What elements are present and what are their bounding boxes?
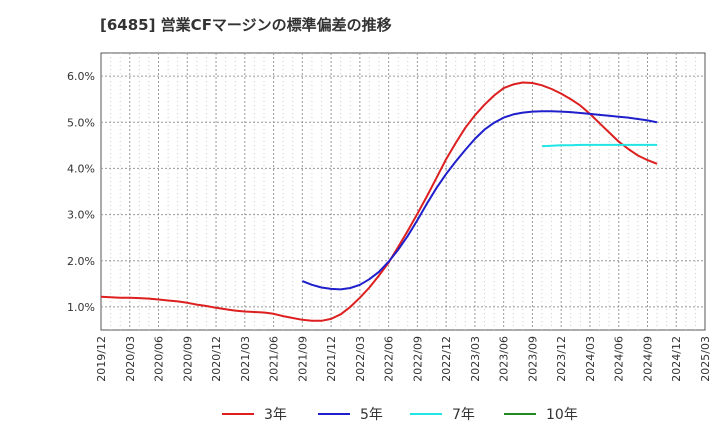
x-tick-label: 2020/09 [181, 336, 194, 382]
x-tick-label: 2023/09 [526, 336, 539, 382]
legend-label-1: 3年 [264, 407, 287, 423]
chart-title: [6485] 営業CFマージンの標準偏差の推移 [100, 16, 392, 34]
series-line-2 [301, 110, 658, 291]
x-tick-label: 2022/03 [354, 336, 367, 382]
legend-label-3: 7年 [452, 407, 475, 423]
x-tick-label: 2019/12 [95, 336, 108, 382]
x-axis-tick-labels: 2019/12 2020/03 2020/06 2020/09 2020/12 2021/… [95, 336, 712, 382]
legend-label-2: 5年 [360, 407, 383, 423]
y-tick-label: 2.0% [67, 255, 95, 268]
x-tick-label: 2023/06 [498, 336, 511, 382]
x-tick-label: 2024/06 [613, 336, 626, 382]
y-tick-label: 4.0% [67, 162, 95, 175]
x-tick-label: 2023/12 [555, 336, 568, 382]
x-tick-label: 2024/09 [641, 336, 654, 382]
x-tick-label: 2022/09 [411, 336, 424, 382]
y-tick-label: 3.0% [67, 209, 95, 222]
y-tick-label: 1.0% [67, 301, 95, 314]
x-tick-label: 2024/12 [670, 336, 683, 382]
legend: 3年 5年 7年 10年 [222, 407, 578, 423]
x-tick-label: 2020/03 [124, 336, 137, 382]
x-tick-label: 2021/06 [268, 336, 281, 382]
series-lines [100, 81, 658, 322]
x-tick-label: 2021/12 [325, 336, 338, 382]
series-line-3 [541, 143, 658, 148]
x-tick-label: 2021/03 [239, 336, 252, 382]
y-tick-label: 5.0% [67, 116, 95, 129]
x-tick-label: 2024/03 [584, 336, 597, 382]
series-line-1 [100, 81, 658, 322]
plot-area [100, 52, 706, 331]
x-tick-label: 2022/12 [440, 336, 453, 382]
x-tick-label: 2020/06 [153, 336, 166, 382]
legend-label-4: 10年 [546, 407, 578, 423]
y-tick-label: 6.0% [67, 70, 95, 83]
grid [101, 53, 705, 330]
x-tick-label: 2021/09 [296, 336, 309, 382]
x-tick-label: 2020/12 [210, 336, 223, 382]
x-tick-label: 2025/03 [699, 336, 712, 382]
x-tick-label: 2023/03 [469, 336, 482, 382]
y-axis-tick-labels: 1.0% 2.0% 3.0% 4.0% 5.0% 6.0% [67, 70, 95, 314]
x-tick-label: 2022/06 [383, 336, 396, 382]
